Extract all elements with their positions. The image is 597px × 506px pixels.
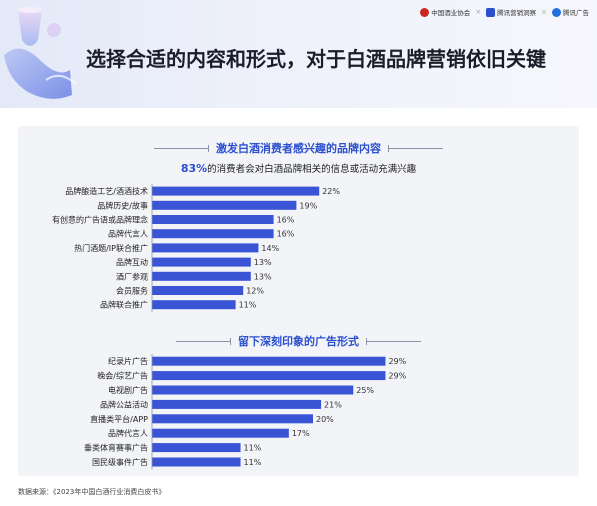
bar xyxy=(152,414,313,424)
logo-label: 中国酒业协会 xyxy=(431,9,471,17)
section1-heading: 激发白酒消费者感兴趣的品牌内容 xyxy=(0,140,597,156)
value-label: 16% xyxy=(277,230,295,239)
bar xyxy=(152,428,289,438)
china-alcohol-association-logo-icon xyxy=(420,7,430,17)
category-label: 品牌酿造工艺/酒酒技术 xyxy=(65,186,148,196)
subtitle-text: 的消费者会对白酒品牌相关的信息或活动充满兴趣 xyxy=(207,164,417,175)
bar xyxy=(152,186,320,196)
heading-line-right xyxy=(388,144,443,152)
bar xyxy=(152,286,244,295)
category-label: 品牌联合推广 xyxy=(100,300,148,310)
category-label: 品牌公益活动 xyxy=(100,399,148,409)
category-label: 酒厂参观 xyxy=(116,271,148,281)
value-label: 11% xyxy=(239,301,257,310)
category-label: 晚会/综艺广告 xyxy=(97,371,148,381)
value-label: 13% xyxy=(254,272,272,281)
value-label: 25% xyxy=(356,386,374,395)
bar xyxy=(152,200,297,210)
subtitle-highlight: 83% xyxy=(180,162,208,175)
heading-line-right xyxy=(366,337,421,345)
section1-title: 激发白酒消费者感兴趣的品牌内容 xyxy=(216,142,381,155)
logo-tencent-ads: 腾讯广告 xyxy=(552,7,589,17)
liquor-glass-decoration xyxy=(4,7,77,99)
ad-format-bar-chart: 纪录片广告 29% 晚会/综艺广告 29% 电视剧广告 25% 品牌公益活动 21% 直播类平台… xyxy=(0,354,597,472)
bar xyxy=(152,356,386,366)
value-label: 20% xyxy=(316,415,334,424)
data-source: 数据来源：《2023年中国白酒行业消费白皮书》 xyxy=(18,487,165,497)
logo-china-alcohol-association: 中国酒业协会 xyxy=(420,7,470,17)
value-label: 13% xyxy=(254,258,272,267)
category-label: 国民级事件广告 xyxy=(92,457,148,467)
bar xyxy=(152,457,241,467)
bar xyxy=(152,243,259,253)
section2-title: 留下深刻印象的广告形式 xyxy=(238,335,359,348)
brand-content-bar-chart: 品牌酿造工艺/酒酒技术 22% 品牌历史/故事 19% 有创意的广告语或品牌理念 16% 品… xyxy=(0,184,597,314)
header-banner: 选择合适的内容和形式，对于白酒品牌营销依旧关键 中国酒业协会 × 腾讯营销洞察 … xyxy=(0,0,597,108)
category-label: 电视剧广告 xyxy=(108,385,148,395)
value-label: 11% xyxy=(244,444,262,453)
bar xyxy=(152,371,386,381)
value-label: 16% xyxy=(277,216,295,225)
bar xyxy=(152,385,354,395)
category-label: 会员服务 xyxy=(116,286,148,296)
category-label: 热门酒题/IP联合推广 xyxy=(74,243,148,253)
value-label: 11% xyxy=(244,458,262,467)
logo-label: 腾讯广告 xyxy=(563,9,589,17)
tencent-ads-logo-icon xyxy=(552,7,561,17)
category-label: 品牌代言人 xyxy=(108,229,148,239)
bar xyxy=(152,300,236,310)
source-label: 数据来源： xyxy=(18,488,53,496)
bar xyxy=(152,399,322,409)
logo-separator: × xyxy=(541,8,547,16)
bar xyxy=(152,215,274,224)
value-label: 19% xyxy=(299,201,317,210)
category-label: 品牌互动 xyxy=(116,257,148,267)
source-text: 《2023年中国白酒行业消费白皮书》 xyxy=(53,488,166,496)
value-label: 21% xyxy=(324,400,342,409)
section1-subtitle: 83%的消费者会对白酒品牌相关的信息或活动充满兴趣 xyxy=(0,161,597,175)
value-label: 29% xyxy=(388,372,406,381)
category-label: 有创意的广告语或品牌理念 xyxy=(52,215,148,225)
value-label: 17% xyxy=(292,429,310,438)
page-title: 选择合适的内容和形式，对于白酒品牌营销依旧关键 xyxy=(86,47,546,71)
category-label: 纪录片广告 xyxy=(108,356,148,366)
category-label: 垂类体育赛事广告 xyxy=(84,443,148,453)
heading-line-left xyxy=(176,337,231,345)
section2-heading: 留下深刻印象的广告形式 xyxy=(0,333,597,349)
heading-line-left xyxy=(154,144,209,152)
partner-logos: 中国酒业协会 × 腾讯营销洞察 × 腾讯广告 xyxy=(420,7,589,17)
value-label: 12% xyxy=(246,287,264,296)
bar xyxy=(152,229,274,239)
logo-tencent-insight: 腾讯营销洞察 xyxy=(486,7,536,17)
bar xyxy=(152,443,241,453)
category-label: 直播类平台/APP xyxy=(90,414,148,424)
bar xyxy=(152,257,251,267)
value-label: 14% xyxy=(261,244,279,253)
bar xyxy=(152,271,251,281)
category-label: 品牌历史/故事 xyxy=(97,200,148,210)
category-label: 品牌代言人 xyxy=(108,428,148,438)
value-label: 22% xyxy=(322,187,340,196)
value-label: 29% xyxy=(388,357,406,366)
logo-label: 腾讯营销洞察 xyxy=(497,9,537,17)
tencent-insight-logo-icon xyxy=(486,7,496,17)
logo-separator: × xyxy=(475,8,482,16)
